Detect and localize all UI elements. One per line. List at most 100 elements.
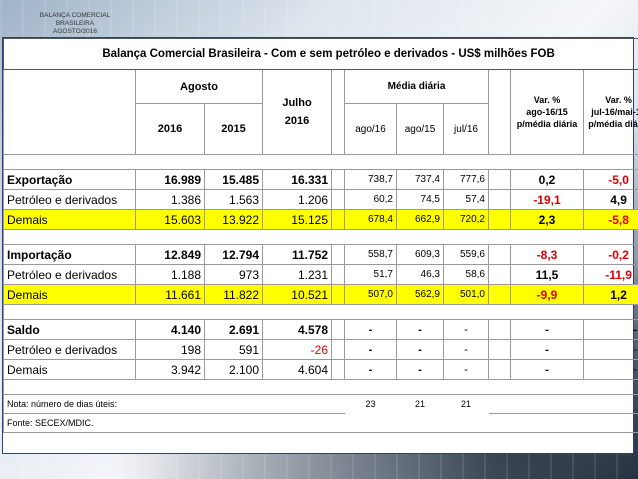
header-2015: 2015: [204, 103, 263, 155]
cell-md-jul16: 501,0: [443, 284, 489, 305]
row-label: Saldo: [3, 319, 136, 340]
spacer-cell: [488, 244, 511, 265]
cell-md-ago15: -: [396, 359, 444, 380]
cell-jul16: 16.331: [262, 169, 332, 190]
cell-md-jul16: -: [443, 359, 489, 380]
spacer-cell: [331, 319, 345, 340]
cell-var2: 1,2: [582, 284, 638, 305]
cell-md-ago15: 662,9: [396, 209, 444, 230]
trade-balance-table: Balança Comercial Brasileira - Com e sem…: [2, 38, 638, 433]
cell-md-jul16: 57,4: [443, 189, 489, 210]
cell-md-jul16: 720,2: [443, 209, 489, 230]
caption-line-1: BALANÇA COMERCIAL BRASILEIRA: [39, 12, 111, 27]
cell-var1: -: [510, 359, 584, 380]
cell-md-ago15: -: [396, 339, 444, 360]
row-label: Importação: [3, 244, 136, 265]
cell-ago15: 2.100: [204, 359, 263, 380]
cell-ago15: 2.691: [204, 319, 263, 340]
header-media-diaria: Média diária: [344, 69, 489, 104]
row-gap: [2, 379, 638, 395]
spacer-cell: [488, 169, 511, 190]
cell-md-ago16: -: [344, 339, 397, 360]
cell-var1: -8,3: [510, 244, 584, 265]
row-gap: [2, 154, 638, 170]
spacer-col: [331, 69, 345, 155]
spacer-cell: [488, 264, 511, 285]
cell-md-ago15: 737,4: [396, 169, 444, 190]
spacer-cell: [488, 284, 511, 305]
row-label: Demais: [3, 209, 136, 230]
cell-ago15: 12.794: [204, 244, 263, 265]
cell-md-ago15: 46,3: [396, 264, 444, 285]
cell-var1: -: [510, 319, 584, 340]
header-agosto: Agosto: [135, 69, 263, 104]
cell-ago16: 198: [135, 339, 205, 360]
header-julho-l1: Julho: [282, 97, 312, 109]
cell-md-jul16: 559,6: [443, 244, 489, 265]
row-label: Petróleo e derivados: [3, 189, 136, 210]
cell-var2: -5,0: [582, 169, 638, 190]
cell-var1: -9,9: [510, 284, 584, 305]
spacer-cell: [488, 359, 511, 380]
cell-var2: -0,2: [582, 244, 638, 265]
header-ago16: ago/16: [344, 103, 397, 155]
table-title: Balança Comercial Brasileira - Com e sem…: [2, 38, 638, 70]
cell-ago16: 1.188: [135, 264, 205, 285]
cell-ago15: 1.563: [204, 189, 263, 210]
header-jul16: jul/16: [443, 103, 489, 155]
cell-md-ago16: -: [344, 359, 397, 380]
cell-md-ago16: 558,7: [344, 244, 397, 265]
cell-jul16: 10.521: [262, 284, 332, 305]
cell-ago16: 11.661: [135, 284, 205, 305]
cell-var2: -11,9: [582, 264, 638, 285]
cell-jul16: 4.578: [262, 319, 332, 340]
header-2016: 2016: [135, 103, 205, 155]
cell-ago15: 15.485: [204, 169, 263, 190]
cell-ago15: 13.922: [204, 209, 263, 230]
slide-caption: BALANÇA COMERCIAL BRASILEIRA AGOSTO/2016: [20, 12, 130, 36]
cell-jul16: 4.604: [262, 359, 332, 380]
header-var2: Var. % jul-16/mai-16 p/média diária: [582, 69, 638, 155]
note-dias-uteis: Nota: número de dias úteis:: [3, 394, 345, 414]
cell-md-ago15: 74,5: [396, 189, 444, 210]
cell-var2: 4,9: [582, 189, 638, 210]
header-var2-l3: p/média diária: [588, 119, 638, 129]
spacer-cell: [488, 209, 511, 230]
spacer-cell: [331, 339, 345, 360]
spacer-cell: [488, 189, 511, 210]
header-var1-l2: ago-16/15: [526, 107, 568, 117]
cell-ago15: 11.822: [204, 284, 263, 305]
spacer-cell: [488, 339, 511, 360]
header-julho-l2: 2016: [284, 115, 310, 127]
header-var2-l1: Var. %: [605, 95, 632, 105]
cell-ago16: 12.849: [135, 244, 205, 265]
cell-var1: 0,2: [510, 169, 584, 190]
header-var1-l1: Var. %: [533, 95, 561, 105]
cell-jul16: 11.752: [262, 244, 332, 265]
cell-var1: -: [510, 339, 584, 360]
cell-var1: 11,5: [510, 264, 584, 285]
cell-md-jul16: -: [443, 319, 489, 340]
caption-line-2: AGOSTO/2016: [53, 28, 97, 35]
cell-md-jul16: 58,6: [443, 264, 489, 285]
cell-ago16: 16.989: [135, 169, 205, 190]
spacer-cell: [331, 169, 345, 190]
cell-md-ago16: 507,0: [344, 284, 397, 305]
note-blank: [488, 394, 638, 414]
cell-md-jul16: -: [443, 339, 489, 360]
cell-md-jul16: 777,6: [443, 169, 489, 190]
row-label: Petróleo e derivados: [3, 264, 136, 285]
spacer-cell: [331, 284, 345, 305]
header-ago15: ago/15: [396, 103, 444, 155]
note-dias-ago16: 23: [365, 399, 376, 410]
cell-jul16: 1.231: [262, 264, 332, 285]
cell-md-ago15: 562,9: [396, 284, 444, 305]
spacer-cell: [331, 359, 345, 380]
note-fonte: Fonte: SECEX/MDIC.: [2, 413, 638, 433]
row-label: Petróleo e derivados: [3, 339, 136, 360]
cell-jul16: 15.125: [262, 209, 332, 230]
row-gap: [2, 229, 638, 245]
spacer-cell: [331, 189, 345, 210]
cell-ago15: 591: [204, 339, 263, 360]
cell-ago15: 973: [204, 264, 263, 285]
